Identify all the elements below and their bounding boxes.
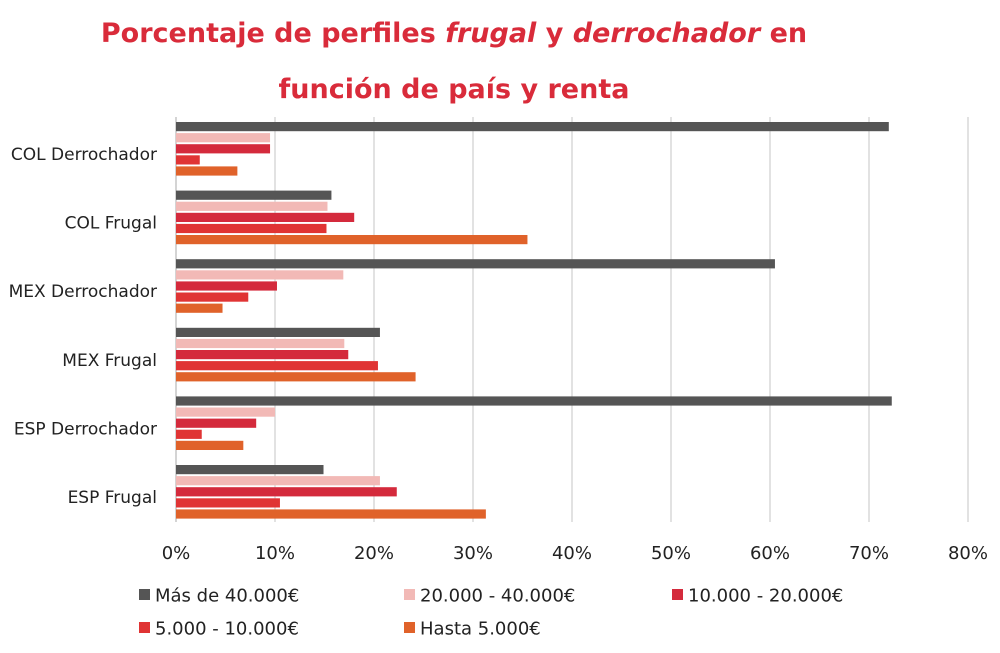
x-tick-label-10: 10% — [255, 543, 295, 564]
bar-group-2 — [176, 259, 775, 313]
legend-label-3: 5.000 - 10.000€ — [155, 619, 299, 640]
bar-group-1 — [176, 190, 528, 245]
legend-label-0: Más de 40.000€ — [155, 586, 299, 607]
bar-4-0 — [176, 396, 892, 406]
bar-5-2 — [176, 487, 397, 497]
category-label-2: MEX Derrochador — [9, 282, 157, 302]
bar-5-0 — [176, 465, 324, 475]
chart-title-line-2: función de país y renta — [279, 74, 630, 105]
bar-3-4 — [176, 372, 416, 382]
bar-2-0 — [176, 259, 775, 269]
bar-4-3 — [176, 429, 202, 439]
bar-0-4 — [176, 166, 238, 176]
chart-title-segment-4: en — [760, 18, 807, 49]
legend-label-1: 20.000 - 40.000€ — [420, 586, 575, 607]
category-label-3: MEX Frugal — [62, 351, 157, 371]
bar-2-4 — [176, 303, 223, 313]
bar-group-0 — [176, 122, 889, 176]
bar-0-0 — [176, 122, 889, 132]
x-tick-label-60: 60% — [750, 543, 790, 564]
legend-item-1: 20.000 - 40.000€ — [404, 586, 575, 607]
bar-1-2 — [176, 212, 355, 222]
bar-0-3 — [176, 155, 200, 165]
legend-swatch-3 — [139, 622, 150, 633]
x-tick-label-30: 30% — [453, 543, 493, 564]
bar-1-1 — [176, 201, 328, 211]
x-tick-label-0: 0% — [162, 543, 191, 564]
bar-group-5 — [176, 465, 486, 519]
category-label-4: ESP Derrochador — [14, 419, 157, 439]
chart-title-segment-2: y — [536, 18, 572, 49]
legend-item-3: 5.000 - 10.000€ — [139, 619, 299, 640]
legend-label-4: Hasta 5.000€ — [420, 619, 541, 640]
legend-label-2: 10.000 - 20.000€ — [688, 586, 843, 607]
chart-title-segment-0: Porcentaje de perfiles — [101, 18, 445, 49]
bar-1-4 — [176, 235, 528, 245]
bar-3-0 — [176, 327, 380, 337]
x-tick-label-40: 40% — [552, 543, 592, 564]
bar-4-1 — [176, 407, 275, 417]
bar-2-1 — [176, 270, 344, 280]
chart-title: Porcentaje de perfiles frugal y derrocha… — [101, 18, 807, 105]
chart-title-segment-1: frugal — [445, 18, 537, 49]
category-label-1: COL Frugal — [65, 214, 157, 234]
bar-4-4 — [176, 440, 244, 450]
chart-title-segment-3: derrochador — [573, 18, 762, 49]
bar-group-3 — [176, 327, 416, 382]
legend-item-2: 10.000 - 20.000€ — [672, 586, 843, 607]
x-tick-label-50: 50% — [651, 543, 691, 564]
chart-title-line-1: Porcentaje de perfiles frugal y derrocha… — [101, 18, 807, 49]
legend-swatch-2 — [672, 589, 683, 600]
bars — [176, 122, 892, 519]
bar-0-2 — [176, 144, 271, 154]
bar-1-0 — [176, 190, 332, 200]
bar-5-4 — [176, 509, 486, 519]
legend: Más de 40.000€ 20.000 - 40.000€ 10.000 - 2… — [139, 586, 843, 640]
legend-item-4: Hasta 5.000€ — [404, 619, 541, 640]
bar-2-2 — [176, 281, 277, 291]
x-tick-label-20: 20% — [354, 543, 394, 564]
bar-1-3 — [176, 223, 327, 234]
bar-3-3 — [176, 361, 378, 371]
legend-item-0: Más de 40.000€ — [139, 586, 299, 607]
gridlines — [175, 117, 969, 522]
bar-3-1 — [176, 338, 345, 349]
category-label-5: ESP Frugal — [68, 488, 157, 508]
bar-4-2 — [176, 418, 257, 428]
legend-swatch-0 — [139, 589, 150, 600]
x-tick-labels: 0% 10% 20% 30% 40% 50% 60% 70% 80% — [162, 543, 988, 564]
bar-3-2 — [176, 350, 349, 360]
bar-group-4 — [176, 396, 892, 450]
bar-2-3 — [176, 292, 249, 302]
category-labels: COL Derrochador COL Frugal MEX Derrochador… — [9, 145, 157, 508]
legend-swatch-1 — [404, 589, 415, 600]
bar-0-1 — [176, 133, 271, 143]
legend-swatch-4 — [404, 622, 415, 633]
x-tick-label-80: 80% — [948, 543, 988, 564]
bar-5-3 — [176, 498, 280, 508]
category-label-0: COL Derrochador — [11, 145, 157, 165]
bar-5-1 — [176, 476, 380, 486]
x-tick-label-70: 70% — [849, 543, 889, 564]
